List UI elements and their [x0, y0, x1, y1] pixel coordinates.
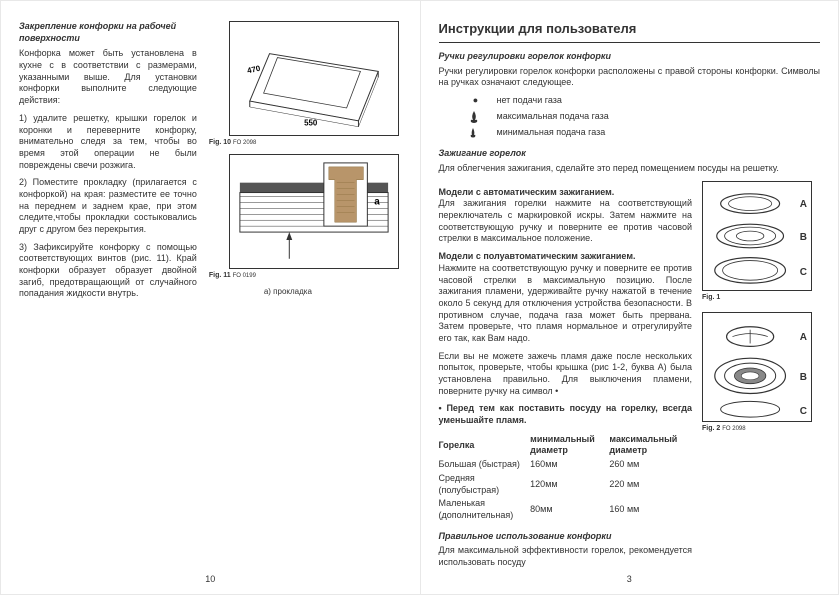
- fig2-code: FO 2098: [722, 426, 745, 432]
- label-a2: A: [800, 331, 807, 344]
- r3c1: Маленькая (дополнительная): [439, 497, 531, 522]
- right-h1: Инструкции для пользователя: [439, 21, 821, 38]
- symbol-row-3: минимальная подача газа: [469, 127, 821, 139]
- left-step3: 3) Зафиксируйте конфорку с помощью соотв…: [19, 242, 197, 300]
- fig11-label: Fig. 11 FO 0199: [209, 271, 402, 281]
- label-b: B: [800, 231, 807, 244]
- light-title: Зажигание горелок: [439, 148, 821, 160]
- burner-table: Горелка минимальный диаметр максимальный…: [439, 433, 693, 523]
- symbol-row-1: ● нет подачи газа: [469, 95, 821, 107]
- figure-10-box: 550 470: [229, 21, 399, 136]
- th-min: минимальный диаметр: [530, 433, 609, 458]
- left-step1: 1) удалите решетку, крышки горелок и кор…: [19, 113, 197, 171]
- symbol-row-2: максимальная подача газа: [469, 110, 821, 124]
- page-number-left: 10: [205, 574, 215, 586]
- right-hr: [439, 42, 821, 43]
- label-c: C: [800, 266, 807, 279]
- left-content: Закрепление конфорки на рабочей поверхно…: [19, 21, 402, 306]
- label-b2: B: [800, 371, 807, 384]
- r1c3: 260 мм: [609, 458, 692, 472]
- knobs-text: Ручки регулировки горелок конфорки распо…: [439, 66, 821, 89]
- flame-small-icon: [469, 127, 483, 138]
- r2c2: 120мм: [530, 472, 609, 497]
- fig10-name: Fig. 10: [209, 139, 231, 146]
- symbol2-text: максимальная подача газа: [497, 111, 609, 123]
- dot-icon: ●: [469, 95, 483, 107]
- page-number-right: 3: [627, 574, 632, 586]
- light-text: Для облегчения зажигания, сделайте это п…: [439, 163, 821, 175]
- svg-text:470: 470: [246, 64, 261, 76]
- page-left: Закрепление конфорки на рабочей поверхно…: [0, 0, 420, 595]
- figure-10-svg: 550 470: [230, 22, 398, 136]
- fig11-caption: a) прокладка: [264, 287, 402, 297]
- warn-text: • Перед тем как поставить посуду на горе…: [439, 403, 693, 426]
- fig10-label: Fig. 10 FO 2098: [209, 138, 402, 148]
- fig2-name: Fig. 2: [702, 425, 720, 432]
- figure-11-svg: a: [230, 155, 398, 269]
- semi-text2: Если вы не можете зажечь пламя даже посл…: [439, 351, 693, 398]
- r1c1: Большая (быстрая): [439, 458, 531, 472]
- th-burner: Горелка: [439, 433, 531, 458]
- svg-text:550: 550: [304, 119, 318, 128]
- left-intro: Конфорка может быть установлена в кухне …: [19, 48, 197, 106]
- auto-title: Модели с автоматическим зажиганием.: [439, 187, 693, 199]
- right-text-column: Модели с автоматическим зажиганием. Для …: [439, 181, 693, 575]
- label-a: A: [800, 198, 807, 211]
- symbol1-text: нет подачи газа: [497, 95, 562, 107]
- left-text-column: Закрепление конфорки на рабочей поверхно…: [19, 21, 197, 306]
- symbol3-text: минимальная подача газа: [497, 127, 606, 139]
- table-row: Большая (быстрая) 160мм 260 мм: [439, 458, 693, 472]
- figure-11-box: a: [229, 154, 399, 269]
- figure-1-box: A B C: [702, 181, 812, 291]
- th-max: максимальный диаметр: [609, 433, 692, 458]
- right-figs-column: A B C Fig. 1 A B C: [702, 181, 820, 575]
- page-right: Инструкции для пользователя Ручки регули…: [420, 0, 839, 595]
- r1c2: 160мм: [530, 458, 609, 472]
- figure-1-svg: [703, 182, 811, 290]
- svg-text:a: a: [374, 196, 380, 207]
- use-title: Правильное использование конфорки: [439, 531, 693, 543]
- fig10-code: FO 2098: [233, 140, 256, 146]
- semi-title: Модели с полуавтоматическим зажиганием.: [439, 251, 693, 263]
- fig11-name: Fig. 11: [209, 272, 231, 279]
- figure-2-box: A B C: [702, 312, 812, 422]
- table-row: Маленькая (дополнительная) 80мм 160 мм: [439, 497, 693, 522]
- left-section-title: Закрепление конфорки на рабочей поверхно…: [19, 21, 197, 44]
- r3c2: 80мм: [530, 497, 609, 522]
- left-figures-column: 550 470 Fig. 10 FO 2098: [209, 21, 402, 306]
- auto-text: Для зажигания горелки нажмите на соответ…: [439, 198, 693, 245]
- table-row: Средняя (полубыстрая) 120мм 220 мм: [439, 472, 693, 497]
- r3c3: 160 мм: [609, 497, 692, 522]
- flame-large-icon: [469, 110, 483, 124]
- fig2-label: Fig. 2 FO 2098: [702, 424, 820, 434]
- fig11-code: FO 0199: [233, 273, 256, 279]
- fig1-name: Fig. 1: [702, 294, 720, 301]
- figure-2-svg: [703, 313, 811, 421]
- left-step2: 2) Поместите прокладку (прилагается с ко…: [19, 177, 197, 235]
- knobs-title: Ручки регулировки горелок конфорки: [439, 51, 821, 63]
- use-text: Для максимальной эффективности горелок, …: [439, 545, 693, 568]
- r2c3: 220 мм: [609, 472, 692, 497]
- semi-text: Нажмите на соответствующую ручку и повер…: [439, 263, 693, 345]
- right-body: Модели с автоматическим зажиганием. Для …: [439, 181, 821, 575]
- fig1-label: Fig. 1: [702, 293, 820, 302]
- label-c2: C: [800, 405, 807, 418]
- r2c1: Средняя (полубыстрая): [439, 472, 531, 497]
